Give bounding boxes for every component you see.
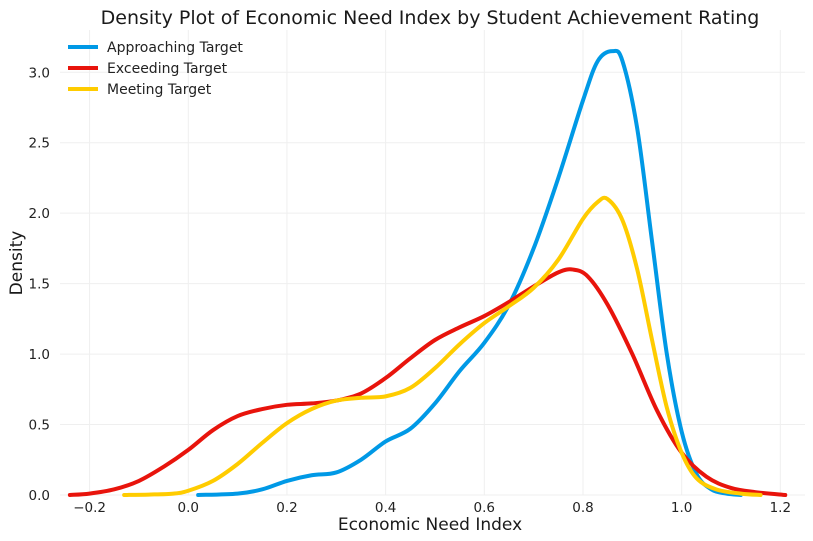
x-tick-label: 0.8	[572, 500, 593, 516]
grid-layer	[60, 30, 805, 496]
legend-label-approaching-target: Approaching Target	[107, 40, 243, 56]
legend-label-meeting-target: Meeting Target	[107, 82, 212, 98]
y-tick-label: 0.5	[29, 418, 50, 434]
x-tick-label: −0.2	[73, 500, 106, 516]
legend: Approaching Target Exceeding Target Meetin…	[68, 40, 243, 98]
series-line-approaching-target	[196, 48, 743, 497]
x-tick-label: 0.4	[375, 500, 396, 516]
series-layer	[67, 48, 788, 497]
legend-label-exceeding-target: Exceeding Target	[107, 61, 228, 77]
series-line-exceeding-target	[67, 267, 788, 497]
x-tick-label: 1.2	[770, 500, 791, 516]
series-line-meeting-target	[122, 195, 763, 497]
y-tick-label: 1.5	[29, 277, 50, 293]
x-tick-label: 0.2	[276, 500, 297, 516]
y-tick-label: 1.0	[29, 347, 50, 363]
x-tick-label: 0.6	[474, 500, 495, 516]
x-tick-label: 1.0	[671, 500, 692, 516]
chart-title: Density Plot of Economic Need Index by S…	[101, 7, 760, 29]
y-tick-label: 3.0	[29, 65, 50, 81]
y-tick-label: 2.5	[29, 136, 50, 152]
y-tick-label: 2.0	[29, 206, 50, 222]
x-tick-label: 0.0	[178, 500, 199, 516]
y-axis-label: Density	[7, 231, 27, 296]
tick-layer: −0.2 0.0 0.2 0.4 0.6 0.8 1.0 1.2 0.0 0.5 1.0 1.5 2.0…	[29, 65, 792, 516]
x-axis-label: Economic Need Index	[338, 515, 522, 535]
y-tick-label: 0.0	[29, 488, 50, 504]
